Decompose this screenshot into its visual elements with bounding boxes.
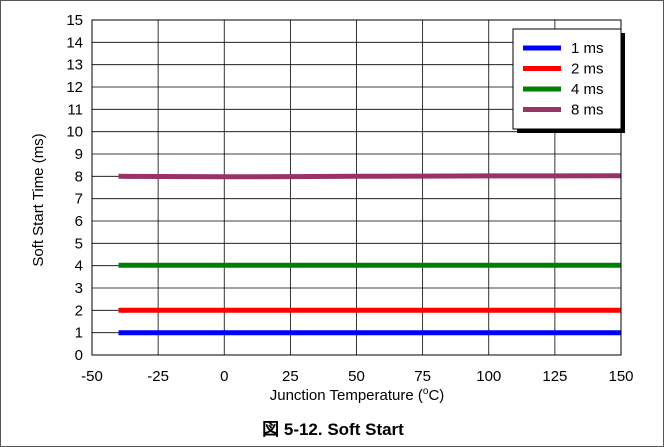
- x-tick-label: 100: [476, 368, 501, 385]
- y-tick-label: 13: [66, 57, 83, 74]
- x-tick-label: 0: [220, 368, 228, 385]
- series-line-8ms: [118, 173, 622, 180]
- x-tick-label: 25: [282, 368, 299, 385]
- legend: 1 ms 2 ms 4 ms 8 ms: [512, 28, 625, 133]
- y-axis-label: Soft Start Time (ms): [30, 133, 47, 266]
- soft-start-chart: -50 -25 0 25 50 75 100 125 150 01234567891011121…: [30, 12, 634, 404]
- x-tick-labels: -50 -25 0 25 50 75 100 125 150: [81, 368, 633, 385]
- y-tick-label: 5: [75, 235, 83, 252]
- x-axis-label: Junction Temperature (oC): [270, 386, 445, 404]
- legend-label: 4 ms: [571, 81, 604, 98]
- y-tick-label: 2: [75, 302, 83, 319]
- y-tick-label: 1: [75, 325, 83, 342]
- y-tick-label: 9: [75, 146, 83, 163]
- y-tick-label: 12: [66, 79, 83, 96]
- x-tick-label: 150: [608, 368, 633, 385]
- y-tick-label: 15: [66, 12, 83, 29]
- x-tick-label: 50: [348, 368, 365, 385]
- x-tick-label: -50: [81, 368, 103, 385]
- y-tick-label: 0: [75, 347, 83, 364]
- x-tick-label: 125: [542, 368, 567, 385]
- y-tick-label: 7: [75, 191, 83, 208]
- legend-label: 8 ms: [571, 102, 604, 119]
- x-tick-label: 75: [414, 368, 431, 385]
- y-tick-label: 6: [75, 213, 83, 230]
- y-tick-label: 10: [66, 124, 83, 141]
- figure-caption: 図 5-12. Soft Start: [262, 420, 404, 439]
- plot-border: [91, 19, 622, 356]
- y-tick-label: 11: [67, 101, 83, 118]
- legend-label: 2 ms: [571, 61, 604, 78]
- y-tick-label: 8: [75, 168, 83, 185]
- y-tick-label: 14: [66, 34, 83, 51]
- legend-label: 1 ms: [571, 40, 604, 57]
- series-lines: [118, 173, 622, 336]
- y-tick-label: 3: [75, 280, 83, 297]
- x-tick-label: -25: [147, 368, 169, 385]
- legend-box: [512, 28, 622, 130]
- y-tick-label: 4: [75, 258, 83, 275]
